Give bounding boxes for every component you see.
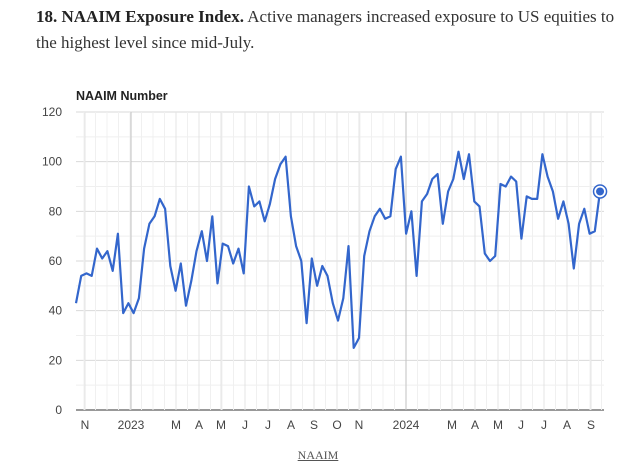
caption-text: Active managers increased exposure to US… (36, 7, 615, 52)
x-tick-label: N (355, 418, 364, 432)
x-tick-label: M (216, 418, 226, 432)
last-point-marker[interactable] (596, 187, 605, 196)
x-tick-label: J (541, 418, 547, 432)
x-tick-label: J (265, 418, 271, 432)
x-tick-label: M (493, 418, 503, 432)
y-tick-label: 80 (49, 204, 63, 218)
x-tick-label: O (332, 418, 341, 432)
x-tick-label: S (310, 418, 318, 432)
x-tick-label: A (471, 418, 479, 432)
source-link[interactable]: NAAIM (297, 448, 339, 462)
x-tick-label: 2023 (118, 418, 145, 432)
y-tick-label: 40 (49, 304, 63, 318)
y-tick-label: 20 (49, 353, 63, 367)
caption-heading: 18. NAAIM Exposure Index. (36, 7, 244, 26)
x-tick-label: A (287, 418, 295, 432)
x-axis: N 2023 M A M J J A S O N 2024 M A M J J A S (81, 418, 595, 432)
chart-grid (76, 111, 604, 411)
x-tick-label: N (81, 418, 90, 432)
x-tick-label: M (447, 418, 457, 432)
x-tick-label: J (242, 418, 248, 432)
y-tick-label: 120 (42, 105, 62, 119)
naaim-series-line (74, 150, 602, 349)
x-tick-label: 2024 (393, 418, 420, 432)
y-tick-label: 100 (42, 155, 62, 169)
series-group (74, 150, 608, 349)
chart-title: NAAIM Number (76, 89, 168, 103)
x-tick-label: A (195, 418, 203, 432)
x-tick-label: A (563, 418, 571, 432)
x-tick-label: J (518, 418, 524, 432)
y-axis: 0 20 40 60 80 100 120 (42, 105, 62, 417)
x-tick-label: M (171, 418, 181, 432)
chart-caption: 18. NAAIM Exposure Index. Active manager… (36, 4, 626, 56)
x-tick-label: S (587, 418, 595, 432)
y-tick-label: 60 (49, 254, 63, 268)
y-tick-label: 0 (55, 403, 62, 417)
